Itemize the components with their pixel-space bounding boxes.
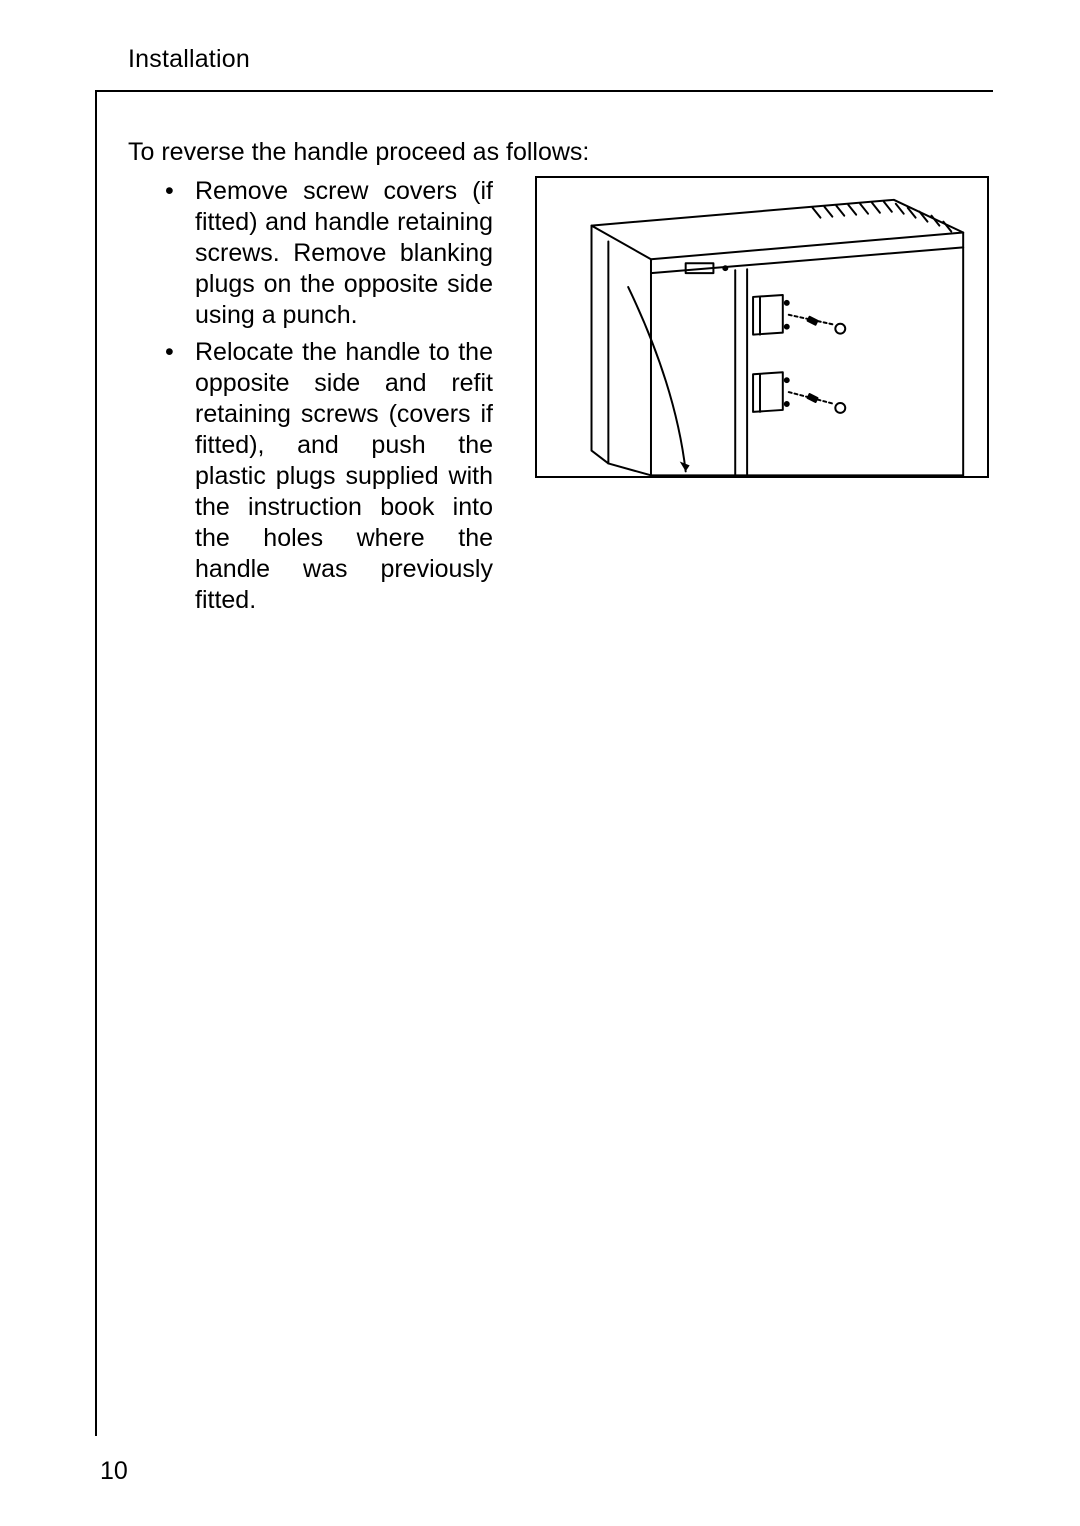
appliance-svg-icon: [537, 178, 987, 477]
handle-reversal-diagram: [535, 176, 989, 478]
content-row: • Remove screw covers (if fitted) and ha…: [165, 176, 1020, 622]
section-title: Installation: [128, 45, 250, 74]
top-rule: [95, 90, 993, 92]
manual-page: Installation To reverse the handle proce…: [0, 0, 1080, 1526]
list-item: • Relocate the handle to the opposite si…: [165, 337, 493, 616]
bullet-dot-icon: •: [165, 337, 195, 616]
bullet-dot-icon: •: [165, 176, 195, 331]
page-number: 10: [100, 1457, 128, 1486]
bullet-text: Remove screw covers (if fitted) and hand…: [195, 176, 493, 331]
list-item: • Remove screw covers (if fitted) and ha…: [165, 176, 493, 331]
bullet-list: • Remove screw covers (if fitted) and ha…: [165, 176, 493, 622]
bullet-text: Relocate the handle to the opposite side…: [195, 337, 493, 616]
left-rule: [95, 90, 97, 1436]
intro-text: To reverse the handle proceed as follows…: [128, 138, 589, 167]
